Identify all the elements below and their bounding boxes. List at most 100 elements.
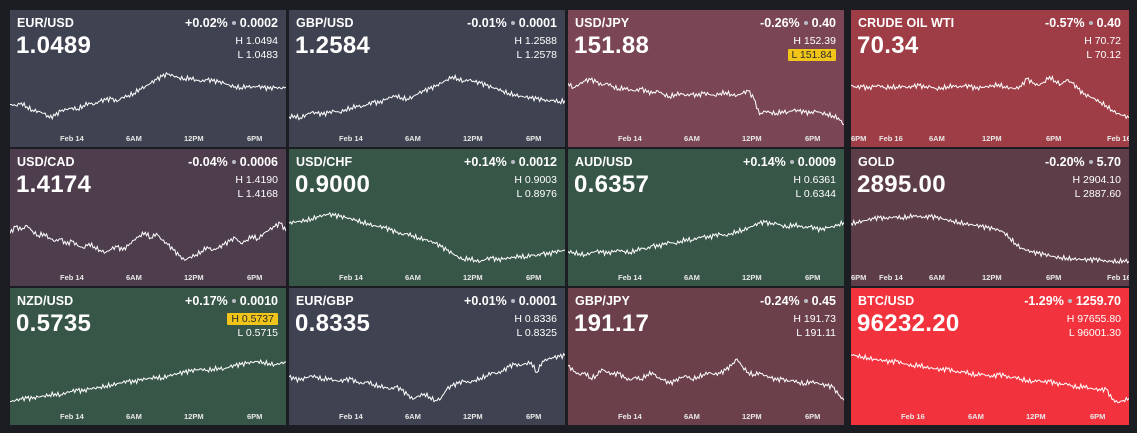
price-change: +0.14% 0.0009	[743, 155, 836, 169]
price-change: -0.01% 0.0001	[467, 16, 557, 30]
change-absolute: 5.70	[1096, 155, 1121, 169]
ticker-symbol: NZD/USD	[17, 294, 74, 308]
separator-dot-icon	[803, 298, 808, 303]
time-axis-label: 6AM	[929, 134, 945, 143]
last-price: 151.88	[574, 32, 650, 59]
time-axis-label: 6AM	[968, 412, 984, 421]
time-axis-label: 6PM	[526, 273, 542, 282]
ticker-tile-gbp-jpy[interactable]: GBP/JPY -0.24% 0.45 191.17 H 191.73 L 191.11 F…	[568, 288, 844, 425]
sparkline-path	[568, 358, 844, 401]
sparkline-chart	[10, 358, 286, 403]
time-axis-label: 6AM	[405, 273, 421, 282]
sparkline-chart	[289, 73, 565, 121]
ticker-tile-gbp-usd[interactable]: GBP/USD -0.01% 0.0001 1.2584 H 1.2588 L 1.257…	[289, 10, 565, 147]
time-axis-label: 6PM	[851, 134, 867, 143]
last-price: 0.9000	[295, 171, 371, 198]
day-high: H 70.72	[1084, 35, 1121, 47]
change-percent: +0.02%	[185, 16, 228, 30]
sparkline-chart	[289, 352, 565, 403]
day-high: H 191.73	[793, 313, 836, 325]
ticker-tile-btc-usd[interactable]: BTC/USD -1.29% 1259.70 96232.20 H 97655.80 L …	[851, 288, 1129, 425]
sparkline-path	[851, 212, 1129, 265]
sparkline-path	[10, 71, 286, 121]
price-change: +0.17% 0.0010	[185, 294, 278, 308]
ticker-tile-eur-usd[interactable]: EUR/USD +0.02% 0.0002 1.0489 H 1.0494 L 1.048…	[10, 10, 286, 147]
price-change: -0.20% 5.70	[1045, 155, 1121, 169]
day-high: H 2904.10	[1072, 174, 1121, 186]
separator-dot-icon	[510, 159, 515, 164]
time-axis-label: 6AM	[684, 273, 700, 282]
ticker-symbol: BTC/USD	[858, 294, 915, 308]
day-high: H 0.9003	[514, 174, 557, 186]
day-high: H 0.5737	[227, 313, 278, 325]
ticker-tile-usd-cad[interactable]: USD/CAD -0.04% 0.0006 1.4174 H 1.4190 L 1.416…	[10, 149, 286, 286]
last-price: 1.2584	[295, 32, 371, 59]
change-absolute: 0.0001	[518, 16, 557, 30]
sparkline-path	[289, 211, 565, 264]
time-axis-label: 6PM	[247, 273, 263, 282]
day-low: L 191.11	[796, 327, 836, 339]
time-axis-label: 12PM	[742, 273, 762, 282]
ticker-symbol: CRUDE OIL WTI	[858, 16, 955, 30]
separator-dot-icon	[231, 298, 236, 303]
ticker-tile-nzd-usd[interactable]: NZD/USD +0.17% 0.0010 0.5735 H 0.5737 L 0.571…	[10, 288, 286, 425]
price-change: -0.26% 0.40	[760, 16, 836, 30]
sparkline-chart	[568, 219, 844, 258]
ticker-tile-gold[interactable]: GOLD -0.20% 5.70 2895.00 H 2904.10 L 2887.60 6…	[851, 149, 1129, 286]
separator-dot-icon	[231, 20, 236, 25]
sparkline-chart	[568, 358, 844, 401]
sparkline-chart	[851, 212, 1129, 265]
ticker-tile-aud-usd[interactable]: AUD/USD +0.14% 0.0009 0.6357 H 0.6361 L 0.634…	[568, 149, 844, 286]
change-percent: -0.04%	[188, 155, 228, 169]
ticker-tile-eur-gbp[interactable]: EUR/GBP +0.01% 0.0001 0.8335 H 0.8336 L 0.832…	[289, 288, 565, 425]
day-low: L 96001.30	[1068, 327, 1121, 339]
time-axis-label: 12PM	[742, 134, 762, 143]
change-percent: -0.26%	[760, 16, 800, 30]
time-axis-label: 6PM	[851, 273, 867, 282]
price-change: +0.01% 0.0001	[464, 294, 557, 308]
ticker-tile-usd-jpy[interactable]: USD/JPY -0.26% 0.40 151.88 H 152.39 L 151.84 F…	[568, 10, 844, 147]
change-percent: +0.14%	[743, 155, 786, 169]
day-low: L 0.5715	[237, 327, 278, 339]
separator-dot-icon	[1088, 159, 1093, 164]
change-absolute: 0.0002	[239, 16, 278, 30]
change-percent: -0.01%	[467, 16, 507, 30]
separator-dot-icon	[789, 159, 794, 164]
separator-dot-icon	[803, 20, 808, 25]
time-axis-label: 12PM	[1026, 412, 1046, 421]
time-axis-label: Feb 16	[1107, 134, 1129, 143]
time-axis-label: 6AM	[126, 412, 142, 421]
time-axis-label: Feb 14	[618, 273, 642, 282]
time-axis-label: 12PM	[184, 134, 204, 143]
price-change: -0.57% 0.40	[1045, 16, 1121, 30]
ticker-tile-usd-chf[interactable]: USD/CHF +0.14% 0.0012 0.9000 H 0.9003 L 0.897…	[289, 149, 565, 286]
sparkline-path	[10, 358, 286, 403]
sparkline-chart	[289, 211, 565, 264]
time-axis-label: Feb 14	[618, 412, 642, 421]
change-percent: +0.14%	[464, 155, 507, 169]
day-low: L 151.84	[787, 49, 836, 61]
sparkline-chart	[10, 221, 286, 261]
time-axis-label: 6AM	[405, 412, 421, 421]
last-price: 70.34	[857, 32, 919, 59]
last-price: 191.17	[574, 310, 650, 337]
time-axis-label: 6PM	[805, 134, 821, 143]
sparkline-path	[851, 74, 1129, 120]
ticker-symbol: GOLD	[858, 155, 895, 169]
last-price: 0.6357	[574, 171, 650, 198]
day-high: H 0.8336	[514, 313, 557, 325]
time-axis-label: 6PM	[526, 134, 542, 143]
day-high: H 0.6361	[793, 174, 836, 186]
time-axis-label: 6PM	[805, 412, 821, 421]
day-high: H 1.2588	[514, 35, 557, 47]
time-axis-label: 6PM	[805, 273, 821, 282]
last-price: 1.0489	[16, 32, 92, 59]
ticker-tile-crude-oil-wti[interactable]: CRUDE OIL WTI -0.57% 0.40 70.34 H 70.72 L 70.…	[851, 10, 1129, 147]
sparkline-chart	[568, 77, 844, 126]
change-absolute: 1259.70	[1075, 294, 1121, 308]
change-absolute: 0.40	[811, 16, 836, 30]
ticker-symbol: USD/CAD	[17, 155, 75, 169]
change-percent: -1.29%	[1024, 294, 1064, 308]
time-axis-label: Feb 16	[1107, 273, 1129, 282]
day-high: H 97655.80	[1066, 313, 1121, 325]
